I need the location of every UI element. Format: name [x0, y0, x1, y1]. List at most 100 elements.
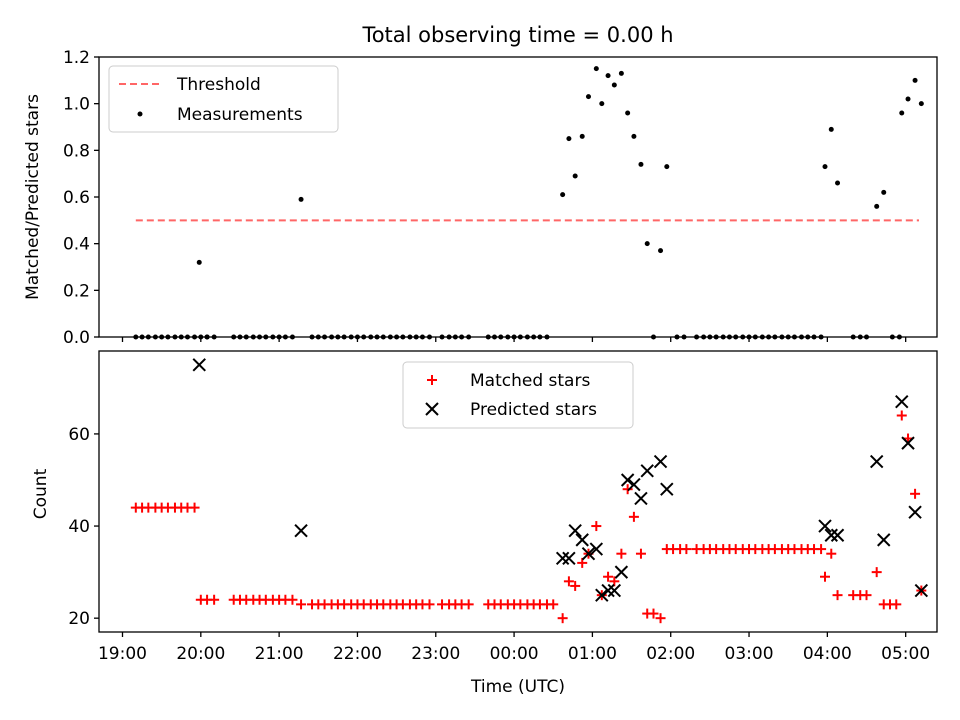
matched-star-point: [861, 590, 872, 601]
bottom-y-tick-label: 20: [68, 609, 90, 629]
predicted-star-point: [601, 583, 615, 598]
measurement-point: [638, 161, 644, 167]
predicted-star-point: [614, 565, 629, 579]
x-tick-label: 05:00: [881, 644, 930, 664]
measurement-point: [572, 173, 578, 179]
predicted-star-point: [824, 528, 838, 542]
measurement-point: [599, 101, 605, 107]
top-y-tick-label: 1.0: [63, 95, 90, 115]
measurement-point: [899, 110, 905, 116]
matched-star-point: [591, 521, 602, 532]
predicted-star-point: [818, 519, 832, 533]
measurement-point: [912, 77, 918, 83]
matched-star-point: [681, 544, 692, 555]
measurement-point: [828, 126, 834, 132]
measurements-legend-swatch: [137, 111, 143, 117]
matched-star-point: [570, 580, 581, 591]
predicted-star-point: [640, 464, 654, 478]
x-tick-label: 22:00: [333, 644, 382, 664]
measurement-point: [625, 110, 631, 116]
matched-star-point: [296, 599, 307, 610]
measurement-point: [585, 94, 591, 100]
predicted-star-point: [877, 533, 891, 547]
top-legend: Threshold Measurements: [108, 65, 339, 133]
matched-star-point: [655, 613, 666, 624]
matched-star-point: [616, 548, 627, 559]
matched-star-point: [189, 502, 200, 513]
x-tick-label: 19:00: [98, 644, 147, 664]
x-axis-label: Time (UTC): [470, 677, 565, 697]
top-y-tick-label: 0.6: [63, 188, 90, 208]
matched-star-point: [816, 544, 827, 555]
x-tick-label: 21:00: [255, 644, 304, 664]
matched-star-point: [287, 594, 298, 605]
predicted-star-point: [555, 551, 570, 566]
bottom-legend-box: [402, 361, 634, 429]
matched-star-point: [563, 576, 574, 587]
measurement-point: [631, 133, 637, 139]
measurement-point: [618, 70, 624, 76]
top-y-axis-label: Matched/Predicted stars: [23, 94, 43, 300]
bottom-y-ticks: 20 40 60: [68, 425, 99, 629]
measurement-point: [658, 248, 664, 254]
predicted-star-point: [908, 505, 922, 519]
matched-star-point: [832, 590, 843, 601]
measurement-point: [196, 259, 202, 265]
matched-star-point: [896, 410, 907, 421]
top-y-tick-label: 0.4: [63, 235, 90, 255]
matched-star-point: [548, 599, 559, 610]
predicted-star-point: [562, 551, 576, 566]
predicted-star-point: [627, 477, 641, 492]
matched-star-point: [603, 571, 614, 582]
matched-star-point: [820, 571, 831, 582]
matched-star-point: [635, 548, 646, 559]
top-y-tick-label: 0.0: [63, 328, 90, 348]
matched-star-point: [424, 599, 435, 610]
matched-star-point: [891, 599, 902, 610]
chart-title: Total observing time = 0.00 h: [361, 23, 673, 47]
measurement-point: [664, 164, 670, 170]
measurement-point: [905, 96, 911, 102]
bottom-y-tick-label: 40: [68, 517, 90, 537]
x-tick-label: 20:00: [176, 644, 225, 664]
predicted-star-point: [620, 473, 635, 487]
matched-star-point: [209, 594, 220, 605]
measurement-point: [560, 192, 566, 198]
bottom-legend: Matched stars Predicted stars: [402, 361, 634, 429]
matched-star-point: [463, 599, 474, 610]
measurement-point: [579, 133, 585, 139]
measurement-point: [593, 66, 599, 72]
predicted-star-point: [869, 454, 884, 469]
top-legend-box: [108, 65, 339, 133]
predicted-star-point: [192, 358, 206, 372]
predicted-star-point: [660, 482, 674, 496]
x-tick-label: 01:00: [568, 644, 617, 664]
predicted-star-point: [589, 542, 604, 556]
matched-star-point: [557, 613, 568, 624]
x-tick-label: 02:00: [646, 644, 695, 664]
measurement-point: [566, 136, 572, 142]
bottom-plot: 20 40 60 19:00 20:00 21:00 22:00 23:00 00:00 01:…: [31, 350, 938, 697]
measurement-point: [874, 203, 880, 209]
top-y-tick-label: 0.8: [63, 141, 90, 161]
predicted-legend-swatch: [425, 402, 439, 416]
bottom-y-axis-label: Count: [31, 468, 51, 519]
matched-star-point: [648, 608, 659, 619]
measurement-point: [611, 82, 617, 88]
top-x-ticks: [121, 337, 907, 342]
matched-legend-swatch: [427, 375, 437, 385]
top-y-tick-label: 1.2: [63, 48, 90, 68]
matched-star-point: [622, 484, 633, 495]
measurement-point: [881, 189, 887, 195]
matched-star-point: [577, 557, 588, 568]
predicted-star-point: [581, 546, 596, 561]
matched-legend-label: Matched stars: [470, 371, 590, 391]
predicted-star-point: [294, 523, 308, 538]
measurement-point: [835, 180, 841, 186]
predicted-star-point: [575, 533, 589, 547]
measurement-point: [822, 164, 828, 170]
predicted-legend-label: Predicted stars: [470, 400, 597, 420]
matched-star-point: [910, 488, 921, 499]
top-plot: 0.0 0.2 0.4 0.6 0.8 1.0 1.2 Matched/Predicted …: [23, 48, 938, 348]
